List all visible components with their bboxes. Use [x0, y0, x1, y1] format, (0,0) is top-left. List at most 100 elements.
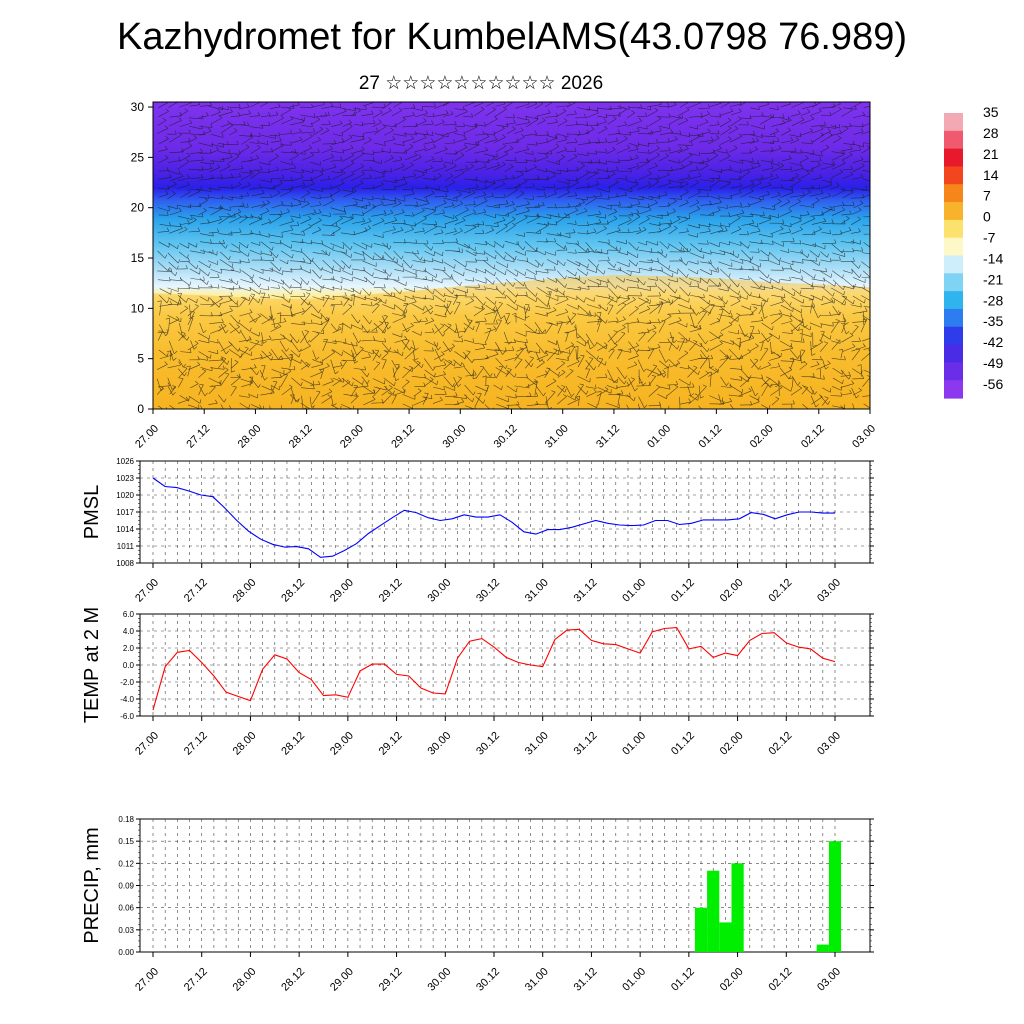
colorbar-swatch	[944, 166, 963, 185]
heatmap-y-tick-label: 15	[131, 251, 145, 265]
precip-bar	[694, 907, 708, 952]
colorbar-swatch	[944, 291, 963, 310]
x-tick-label: 01.12	[669, 577, 697, 605]
precip-bar	[719, 922, 732, 952]
y-tick-label: 2.0	[123, 644, 135, 653]
colorbar-swatch	[944, 113, 963, 132]
y-axis-title: PMSL	[81, 485, 103, 539]
colorbar-swatch	[944, 255, 963, 274]
x-tick-label: 03.00	[815, 577, 843, 605]
x-tick-label: 27.00	[133, 730, 161, 758]
x-tick-label: 03.00	[815, 966, 843, 994]
y-tick-label: 0.06	[118, 904, 134, 913]
x-tick-label: 29.12	[377, 730, 405, 758]
x-tick-label: 01.00	[620, 966, 648, 994]
heatmap-x-tick-label: 28.00	[236, 423, 264, 451]
x-tick-label: 31.12	[572, 730, 600, 758]
heatmap-y-tick-label: 5	[137, 352, 144, 366]
y-tick-label: -2.0	[120, 678, 134, 687]
x-tick-label: 30.00	[425, 730, 453, 758]
y-tick-label: 0.18	[118, 815, 134, 824]
y-axis-title: PRECIP, mm	[81, 827, 103, 943]
colorbar-label: -56	[983, 376, 1003, 392]
x-tick-label: 29.00	[328, 577, 356, 605]
y-tick-label: 0.0	[123, 661, 135, 670]
x-tick-label: 02.00	[718, 730, 746, 758]
x-tick-label: 30.00	[425, 966, 453, 994]
y-axis-title: TEMP at 2 M	[81, 607, 103, 723]
x-tick-label: 30.12	[474, 966, 502, 994]
colorbar-label: -49	[983, 355, 1003, 371]
heatmap-x-tick-label: 30.12	[492, 423, 520, 451]
temp-panel: -6.0 -4.0 -2.0 0.0 2.0 4.0 6.0 27.00 27.12 28.00 2…	[81, 607, 874, 758]
y-tick-label: 1026	[116, 457, 134, 466]
x-tick-label: 01.12	[669, 966, 697, 994]
heatmap-x-tick-label: 31.00	[543, 423, 571, 451]
heatmap-x-tick-label: 01.12	[697, 423, 725, 451]
heatmap-x-tick-label: 27.12	[184, 423, 212, 451]
colorbar-label: 21	[983, 146, 999, 162]
x-tick-label: 02.00	[718, 966, 746, 994]
panel-grid	[140, 461, 870, 563]
precip-bar	[731, 863, 744, 952]
colorbar-label: -42	[983, 334, 1003, 350]
colorbar-swatch	[944, 273, 963, 292]
x-tick-label: 27.00	[133, 577, 161, 605]
colorbar-swatch	[944, 219, 963, 239]
x-tick-label: 01.00	[620, 577, 648, 605]
wind-barbs	[156, 102, 870, 409]
heatmap-x-tick-label: 03.00	[850, 423, 878, 451]
page-title: Kazhydromet for KumbelAMS(43.0798 76.989…	[117, 16, 907, 58]
x-tick-label: 03.00	[815, 730, 843, 758]
colorbar-label: 0	[983, 209, 991, 225]
cross-section-heatmap: 0 5 10 15 20 25 30 27.00 27.12 28.00 28.12 29.00 29.…	[131, 100, 878, 451]
heatmap-x-tick-label: 27.00	[133, 423, 161, 451]
x-tick-label: 28.12	[279, 966, 307, 994]
heatmap-y-tick-label: 25	[131, 150, 145, 164]
colorbar-swatch	[944, 380, 963, 399]
colorbar-label: 28	[983, 125, 999, 141]
x-tick-label: 28.12	[279, 730, 307, 758]
colorbar-label: -35	[983, 313, 1003, 329]
x-tick-label: 02.00	[718, 577, 746, 605]
x-tick-label: 01.00	[620, 730, 648, 758]
colorbar-label: -7	[983, 230, 996, 246]
colorbar-label: -14	[983, 251, 1003, 267]
x-tick-label: 27.00	[133, 966, 161, 994]
y-tick-label: 0.03	[118, 926, 134, 935]
x-tick-label: 29.00	[328, 730, 356, 758]
y-tick-label: -6.0	[120, 712, 134, 721]
x-tick-label: 31.00	[523, 966, 551, 994]
x-tick-label: 30.12	[474, 730, 502, 758]
y-tick-label: 1020	[116, 491, 134, 500]
x-tick-label: 29.00	[328, 966, 356, 994]
y-tick-label: 1014	[116, 525, 134, 534]
colorbar: 35 28 21 14 7 0 -7 -14 -21 -28 -35 -42 -49 -56	[944, 104, 1003, 399]
pmsl-panel: 1008 1011 1014 1017 1020 1023 1026 27.00 27.12 28…	[81, 457, 874, 605]
x-tick-label: 30.12	[474, 577, 502, 605]
y-tick-label: -4.0	[120, 695, 134, 704]
x-tick-label: 27.12	[182, 966, 210, 994]
y-tick-label: 0.09	[118, 882, 134, 891]
heatmap-y-tick-label: 10	[131, 301, 145, 315]
x-tick-label: 02.12	[766, 730, 794, 758]
x-tick-label: 31.00	[523, 730, 551, 758]
precip-panel: 0.00 0.03 0.06 0.09 0.12 0.15 0.18 27.00 27.12 28…	[81, 815, 874, 994]
x-tick-label: 31.00	[523, 577, 551, 605]
y-tick-label: 1011	[117, 542, 135, 551]
x-tick-label: 28.00	[231, 577, 259, 605]
heatmap-y-tick-label: 20	[131, 201, 145, 215]
colorbar-swatch	[944, 326, 963, 346]
colorbar-swatch	[944, 237, 963, 257]
x-tick-label: 31.12	[572, 966, 600, 994]
panel-grid	[140, 819, 870, 952]
heatmap-y-tick-label: 30	[131, 100, 145, 114]
y-tick-label: 1023	[116, 474, 134, 483]
heatmap-x-tick-label: 01.00	[645, 423, 673, 451]
y-tick-label: 0.12	[118, 859, 134, 868]
y-tick-label: 0.00	[118, 948, 134, 957]
precip-bar	[816, 944, 829, 952]
series-line	[152, 627, 836, 711]
colorbar-label: 14	[983, 167, 999, 183]
